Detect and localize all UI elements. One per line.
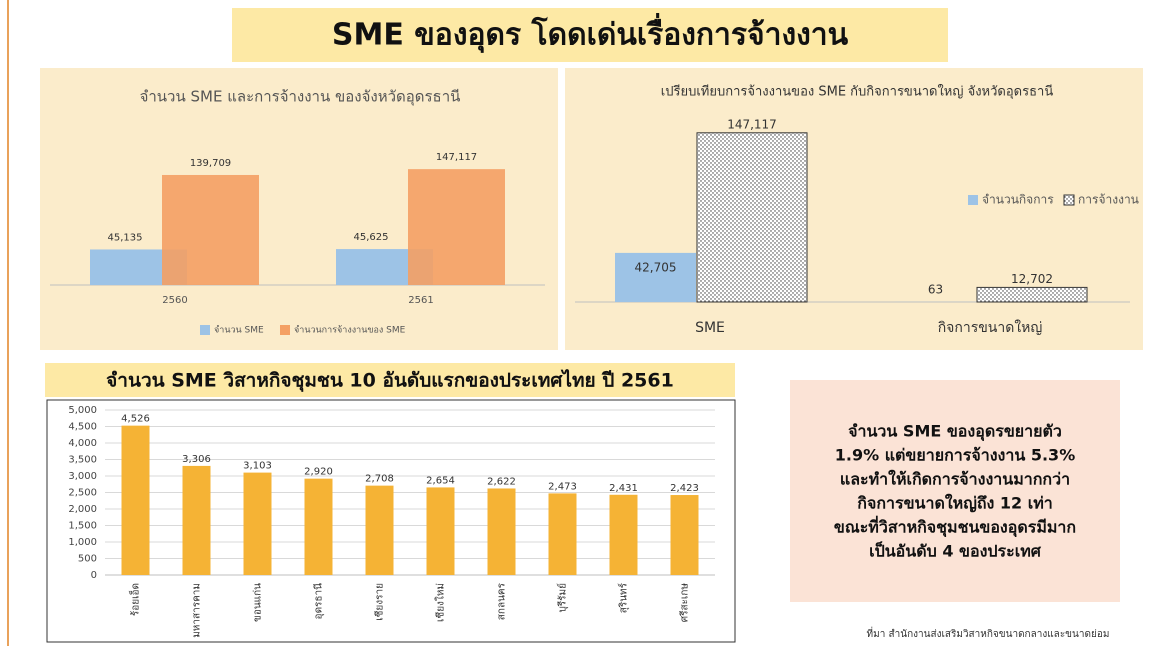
chart-title: เปรียบเทียบการจ้างงานของ SME กับกิจการขน… xyxy=(661,84,1054,100)
y-tick-label: 3,000 xyxy=(68,471,97,482)
value-label: 2,423 xyxy=(670,483,699,494)
value-label: 42,705 xyxy=(635,260,677,274)
value-label: 12,702 xyxy=(1011,272,1053,286)
value-label: 3,306 xyxy=(182,454,211,465)
bar xyxy=(976,286,1088,303)
y-tick-label: 2,500 xyxy=(68,488,97,499)
value-label: 63 xyxy=(928,282,943,296)
y-tick-label: 5,000 xyxy=(68,405,97,416)
x-tick-label: ศรีสะเกษ xyxy=(679,583,691,623)
bar xyxy=(670,495,699,575)
legend-swatch xyxy=(280,325,290,335)
x-tick-label: ขอนแก่น xyxy=(253,583,264,622)
bar xyxy=(696,132,808,303)
panel xyxy=(565,68,1143,350)
note-line: 1.9% แต่ขยายการจ้างงาน 5.3% xyxy=(835,446,1075,465)
title-box xyxy=(45,363,735,397)
value-label: 2,708 xyxy=(365,474,394,485)
y-tick-label: 3,500 xyxy=(68,455,97,466)
value-label: 45,625 xyxy=(354,232,389,243)
legend-label: จำนวน SME xyxy=(214,325,264,336)
note-box xyxy=(790,380,1120,602)
bar xyxy=(121,425,150,575)
value-label: 2,622 xyxy=(487,476,516,487)
x-tick-label: เชียงราย xyxy=(374,583,386,621)
y-tick-label: 4,000 xyxy=(68,438,97,449)
bar xyxy=(548,493,577,575)
legend-swatch xyxy=(1063,194,1075,206)
bar xyxy=(609,494,638,575)
bar xyxy=(487,488,516,575)
value-label: 2,920 xyxy=(304,467,333,478)
note-line: เป็นอันดับ 4 ของประเทศ xyxy=(869,540,1042,561)
x-tick-label: 2560 xyxy=(162,295,187,306)
value-label: 45,135 xyxy=(108,232,143,243)
x-tick-label: เชียงใหม่ xyxy=(435,583,447,622)
note-line: และทำให้เกิดการจ้างงานมากกว่า xyxy=(840,470,1070,489)
legend-label: การจ้างงาน xyxy=(1078,193,1139,207)
value-label: 2,431 xyxy=(609,483,638,494)
bar xyxy=(365,485,394,575)
legend-swatch xyxy=(200,325,210,335)
x-tick-label: อุดรธานี xyxy=(313,583,325,620)
value-label: 2,473 xyxy=(548,481,577,492)
value-label: 147,117 xyxy=(727,117,777,131)
x-tick-label: มหาสารคาม xyxy=(192,583,203,638)
chart-title: จำนวน SME และการจ้างงาน ของจังหวัดอุดรธา… xyxy=(140,88,461,107)
legend-label: จำนวนการจ้างงานของ SME xyxy=(294,325,406,336)
x-tick-label: ร้อยเอ็ด xyxy=(128,583,142,616)
title-box xyxy=(232,8,948,62)
value-label: 147,117 xyxy=(436,152,477,163)
x-tick-label: กิจการขนาดใหญ่ xyxy=(938,319,1043,336)
bar xyxy=(615,252,696,302)
x-tick-label: SME xyxy=(695,320,725,336)
x-tick-label: บุรีรัมย์ xyxy=(557,583,569,613)
x-tick-label: สุรินทร์ xyxy=(618,582,630,613)
x-tick-label: สกลนคร xyxy=(497,582,508,620)
legend-swatch xyxy=(968,195,978,205)
value-label: 3,103 xyxy=(243,461,272,472)
note-line: จำนวน SME ของอุดรขยายตัว xyxy=(848,422,1062,442)
page-title: SME ของอุดร โดดเด่นเรื่องการจ้างงาน xyxy=(332,13,849,54)
source: ที่มา สำนักงานส่งเสริมวิสาหกิจขนาดกลางแล… xyxy=(867,626,1110,640)
value-label: 2,654 xyxy=(426,475,455,486)
y-tick-label: 1,000 xyxy=(68,537,97,548)
x-tick-label: 2561 xyxy=(408,295,433,306)
value-label: 4,526 xyxy=(121,414,150,425)
bar xyxy=(162,174,259,285)
note-line: กิจการขนาดใหญ่ถึง 12 เท่า xyxy=(857,494,1053,514)
y-tick-label: 0 xyxy=(91,570,97,581)
bar xyxy=(304,478,333,575)
note-line: ขณะที่วิสาหกิจชุมชนของอุดรมีมาก xyxy=(834,516,1076,538)
y-tick-label: 4,500 xyxy=(68,422,97,433)
bar xyxy=(243,472,272,575)
bar xyxy=(408,169,505,285)
y-tick-label: 2,000 xyxy=(68,504,97,515)
value-label: 139,709 xyxy=(190,158,231,169)
bar xyxy=(426,487,455,575)
y-tick-label: 500 xyxy=(78,554,97,565)
chart-title: จำนวน SME วิสาหกิจชุมชน 10 อันดับแรกของป… xyxy=(106,369,674,393)
bar xyxy=(182,465,211,575)
legend-label: จำนวนกิจการ xyxy=(982,193,1054,207)
y-tick-label: 1,500 xyxy=(68,521,97,532)
